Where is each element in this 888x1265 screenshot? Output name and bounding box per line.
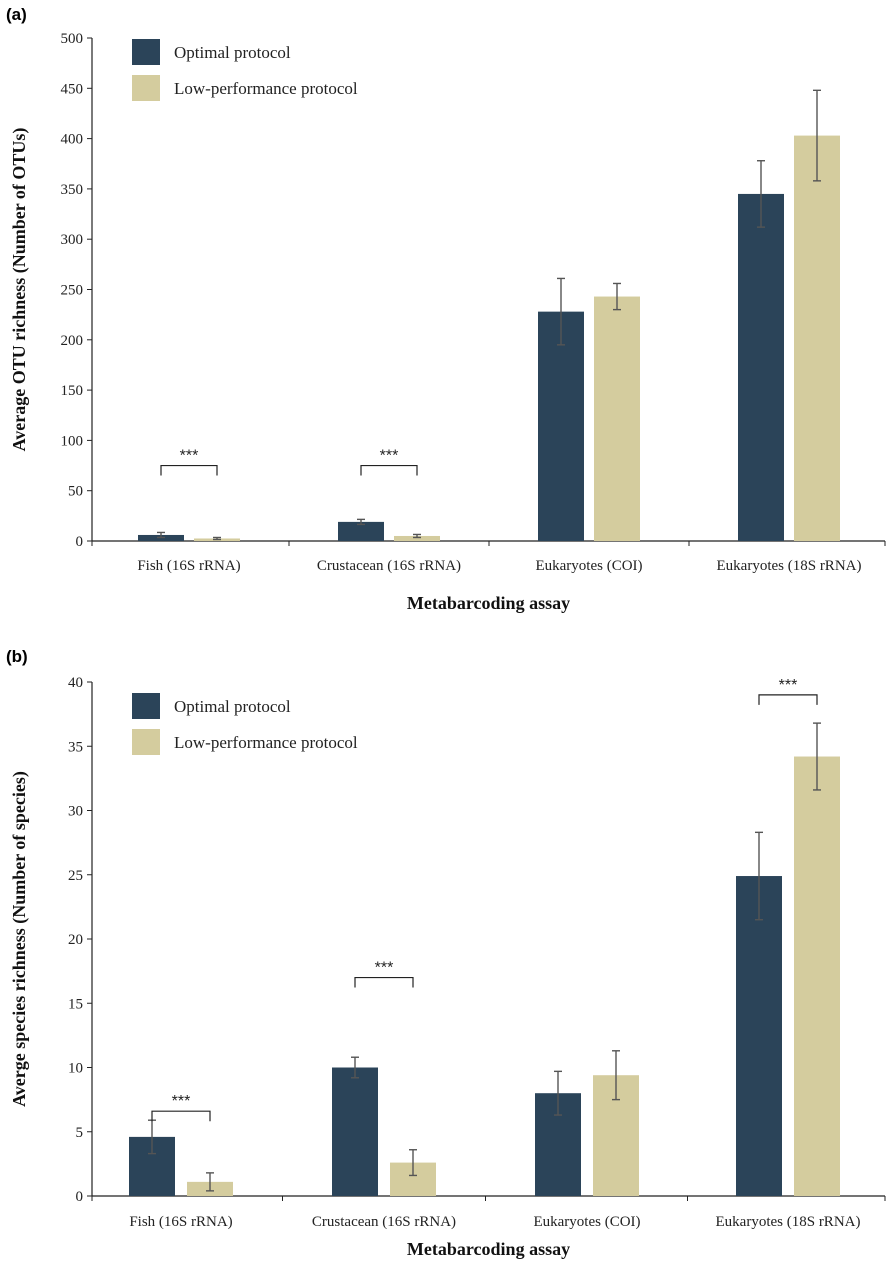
significance-label: *** (172, 1093, 191, 1110)
y-tick-label: 50 (68, 484, 83, 500)
species-richness-chart: (b) 0 5 10 15 20 25 30 35 40 Fish (16S rRNA) Crusta… (6, 647, 886, 1259)
y-tick-label: 100 (61, 433, 84, 449)
panel-label: (b) (6, 647, 28, 666)
legend-label: Optimal protocol (174, 697, 291, 716)
y-tick-label: 5 (76, 1125, 84, 1141)
x-tick-label: Fish (16S rRNA) (137, 558, 240, 574)
bar (332, 1067, 378, 1196)
y-tick-label: 450 (61, 81, 84, 97)
x-tick-label: Crustacean (16S rRNA) (317, 558, 461, 574)
y-axis-title: Average OTU richness (Number of OTUs) (9, 128, 30, 452)
y-tick-label: 250 (61, 283, 84, 299)
legend-label: Optimal protocol (174, 43, 291, 62)
legend-label: Low-performance protocol (174, 733, 358, 752)
x-tick-label: Fish (16S rRNA) (129, 1214, 232, 1230)
x-axis-title: Metabarcoding assay (407, 593, 570, 613)
bar (738, 193, 784, 541)
y-tick-label: 200 (61, 333, 84, 349)
y-tick-label: 350 (61, 182, 84, 198)
y-tick-label: 15 (68, 996, 83, 1012)
x-tick-label: Eukaryotes (COI) (535, 558, 642, 574)
bar (736, 876, 782, 1196)
y-tick-label: 10 (68, 1061, 83, 1077)
y-tick-label: 0 (76, 1189, 84, 1205)
y-tick-label: 35 (68, 739, 83, 755)
bar (794, 135, 840, 541)
significance-label: *** (180, 448, 199, 465)
legend-swatch (132, 729, 160, 755)
chart-panel-a: (a) 0 50 100 150 200 250 300 350 400 450 500 Fish (1… (0, 0, 888, 620)
otu-richness-chart: (a) 0 50 100 150 200 250 300 350 400 450 500 Fish (1… (6, 5, 886, 613)
x-axis-title: Metabarcoding assay (407, 1239, 570, 1259)
x-tick-label: Eukaryotes (18S rRNA) (716, 1214, 861, 1230)
y-tick-label: 300 (61, 232, 84, 248)
bar (594, 296, 640, 541)
legend-swatch (132, 39, 160, 65)
bar (794, 756, 840, 1196)
significance-bracket (758, 694, 818, 705)
y-tick-label: 400 (61, 132, 84, 148)
chart-panel-b: (b) 0 5 10 15 20 25 30 35 40 Fish (16S rRNA) Crusta… (0, 640, 888, 1265)
significance-label: *** (375, 960, 394, 977)
y-tick-label: 0 (76, 534, 84, 550)
y-tick-label: 20 (68, 932, 83, 948)
panel-label: (a) (6, 5, 27, 24)
significance-label: *** (380, 448, 399, 465)
bar (538, 311, 584, 541)
significance-bracket (360, 464, 418, 476)
x-tick-label: Crustacean (16S rRNA) (312, 1214, 456, 1230)
y-tick-label: 150 (61, 383, 84, 399)
y-tick-label: 25 (68, 868, 83, 884)
bar (338, 521, 384, 541)
legend-swatch (132, 75, 160, 101)
y-tick-label: 500 (61, 31, 84, 47)
significance-bracket (354, 976, 414, 988)
significance-bracket (151, 1110, 211, 1122)
y-tick-label: 40 (68, 675, 83, 691)
y-tick-label: 30 (68, 804, 83, 820)
significance-bracket (160, 464, 218, 476)
bar (394, 535, 440, 541)
y-axis-title: Averge species richness (Number of speci… (9, 771, 30, 1107)
x-tick-label: Eukaryotes (COI) (533, 1214, 640, 1230)
legend-swatch (132, 693, 160, 719)
significance-label: *** (779, 677, 798, 694)
legend-label: Low-performance protocol (174, 79, 358, 98)
x-tick-label: Eukaryotes (18S rRNA) (717, 558, 862, 574)
